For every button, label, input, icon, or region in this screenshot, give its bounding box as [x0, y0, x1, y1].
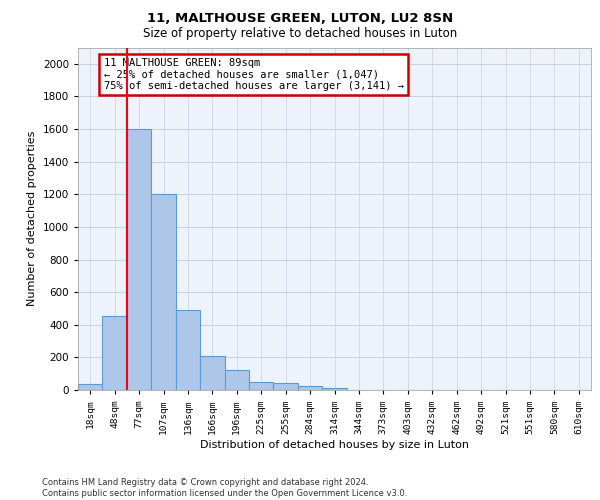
- Text: Contains HM Land Registry data © Crown copyright and database right 2024.
Contai: Contains HM Land Registry data © Crown c…: [42, 478, 407, 498]
- Bar: [224, 370, 249, 390]
- Bar: [78, 384, 103, 390]
- X-axis label: Distribution of detached houses by size in Luton: Distribution of detached houses by size …: [200, 440, 469, 450]
- Bar: [249, 382, 274, 390]
- Bar: [127, 129, 151, 390]
- Bar: [200, 356, 224, 390]
- Text: 11, MALTHOUSE GREEN, LUTON, LU2 8SN: 11, MALTHOUSE GREEN, LUTON, LU2 8SN: [147, 12, 453, 26]
- Bar: [322, 388, 347, 390]
- Text: 11 MALTHOUSE GREEN: 89sqm
← 25% of detached houses are smaller (1,047)
75% of se: 11 MALTHOUSE GREEN: 89sqm ← 25% of detac…: [104, 58, 404, 91]
- Bar: [298, 386, 322, 390]
- Bar: [176, 310, 200, 390]
- Text: Size of property relative to detached houses in Luton: Size of property relative to detached ho…: [143, 28, 457, 40]
- Y-axis label: Number of detached properties: Number of detached properties: [27, 131, 37, 306]
- Bar: [151, 194, 176, 390]
- Bar: [274, 384, 298, 390]
- Bar: [103, 316, 127, 390]
